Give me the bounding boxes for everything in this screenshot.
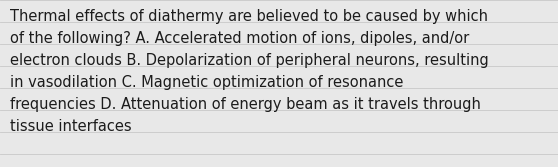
Text: of the following? A. Accelerated motion of ions, dipoles, and/or: of the following? A. Accelerated motion … bbox=[10, 31, 469, 46]
Text: Thermal effects of diathermy are believed to be caused by which: Thermal effects of diathermy are believe… bbox=[10, 9, 488, 24]
Text: tissue interfaces: tissue interfaces bbox=[10, 119, 132, 134]
Text: electron clouds B. Depolarization of peripheral neurons, resulting: electron clouds B. Depolarization of per… bbox=[10, 53, 489, 68]
Text: frequencies D. Attenuation of energy beam as it travels through: frequencies D. Attenuation of energy bea… bbox=[10, 97, 481, 112]
Text: in vasodilation C. Magnetic optimization of resonance: in vasodilation C. Magnetic optimization… bbox=[10, 75, 403, 90]
